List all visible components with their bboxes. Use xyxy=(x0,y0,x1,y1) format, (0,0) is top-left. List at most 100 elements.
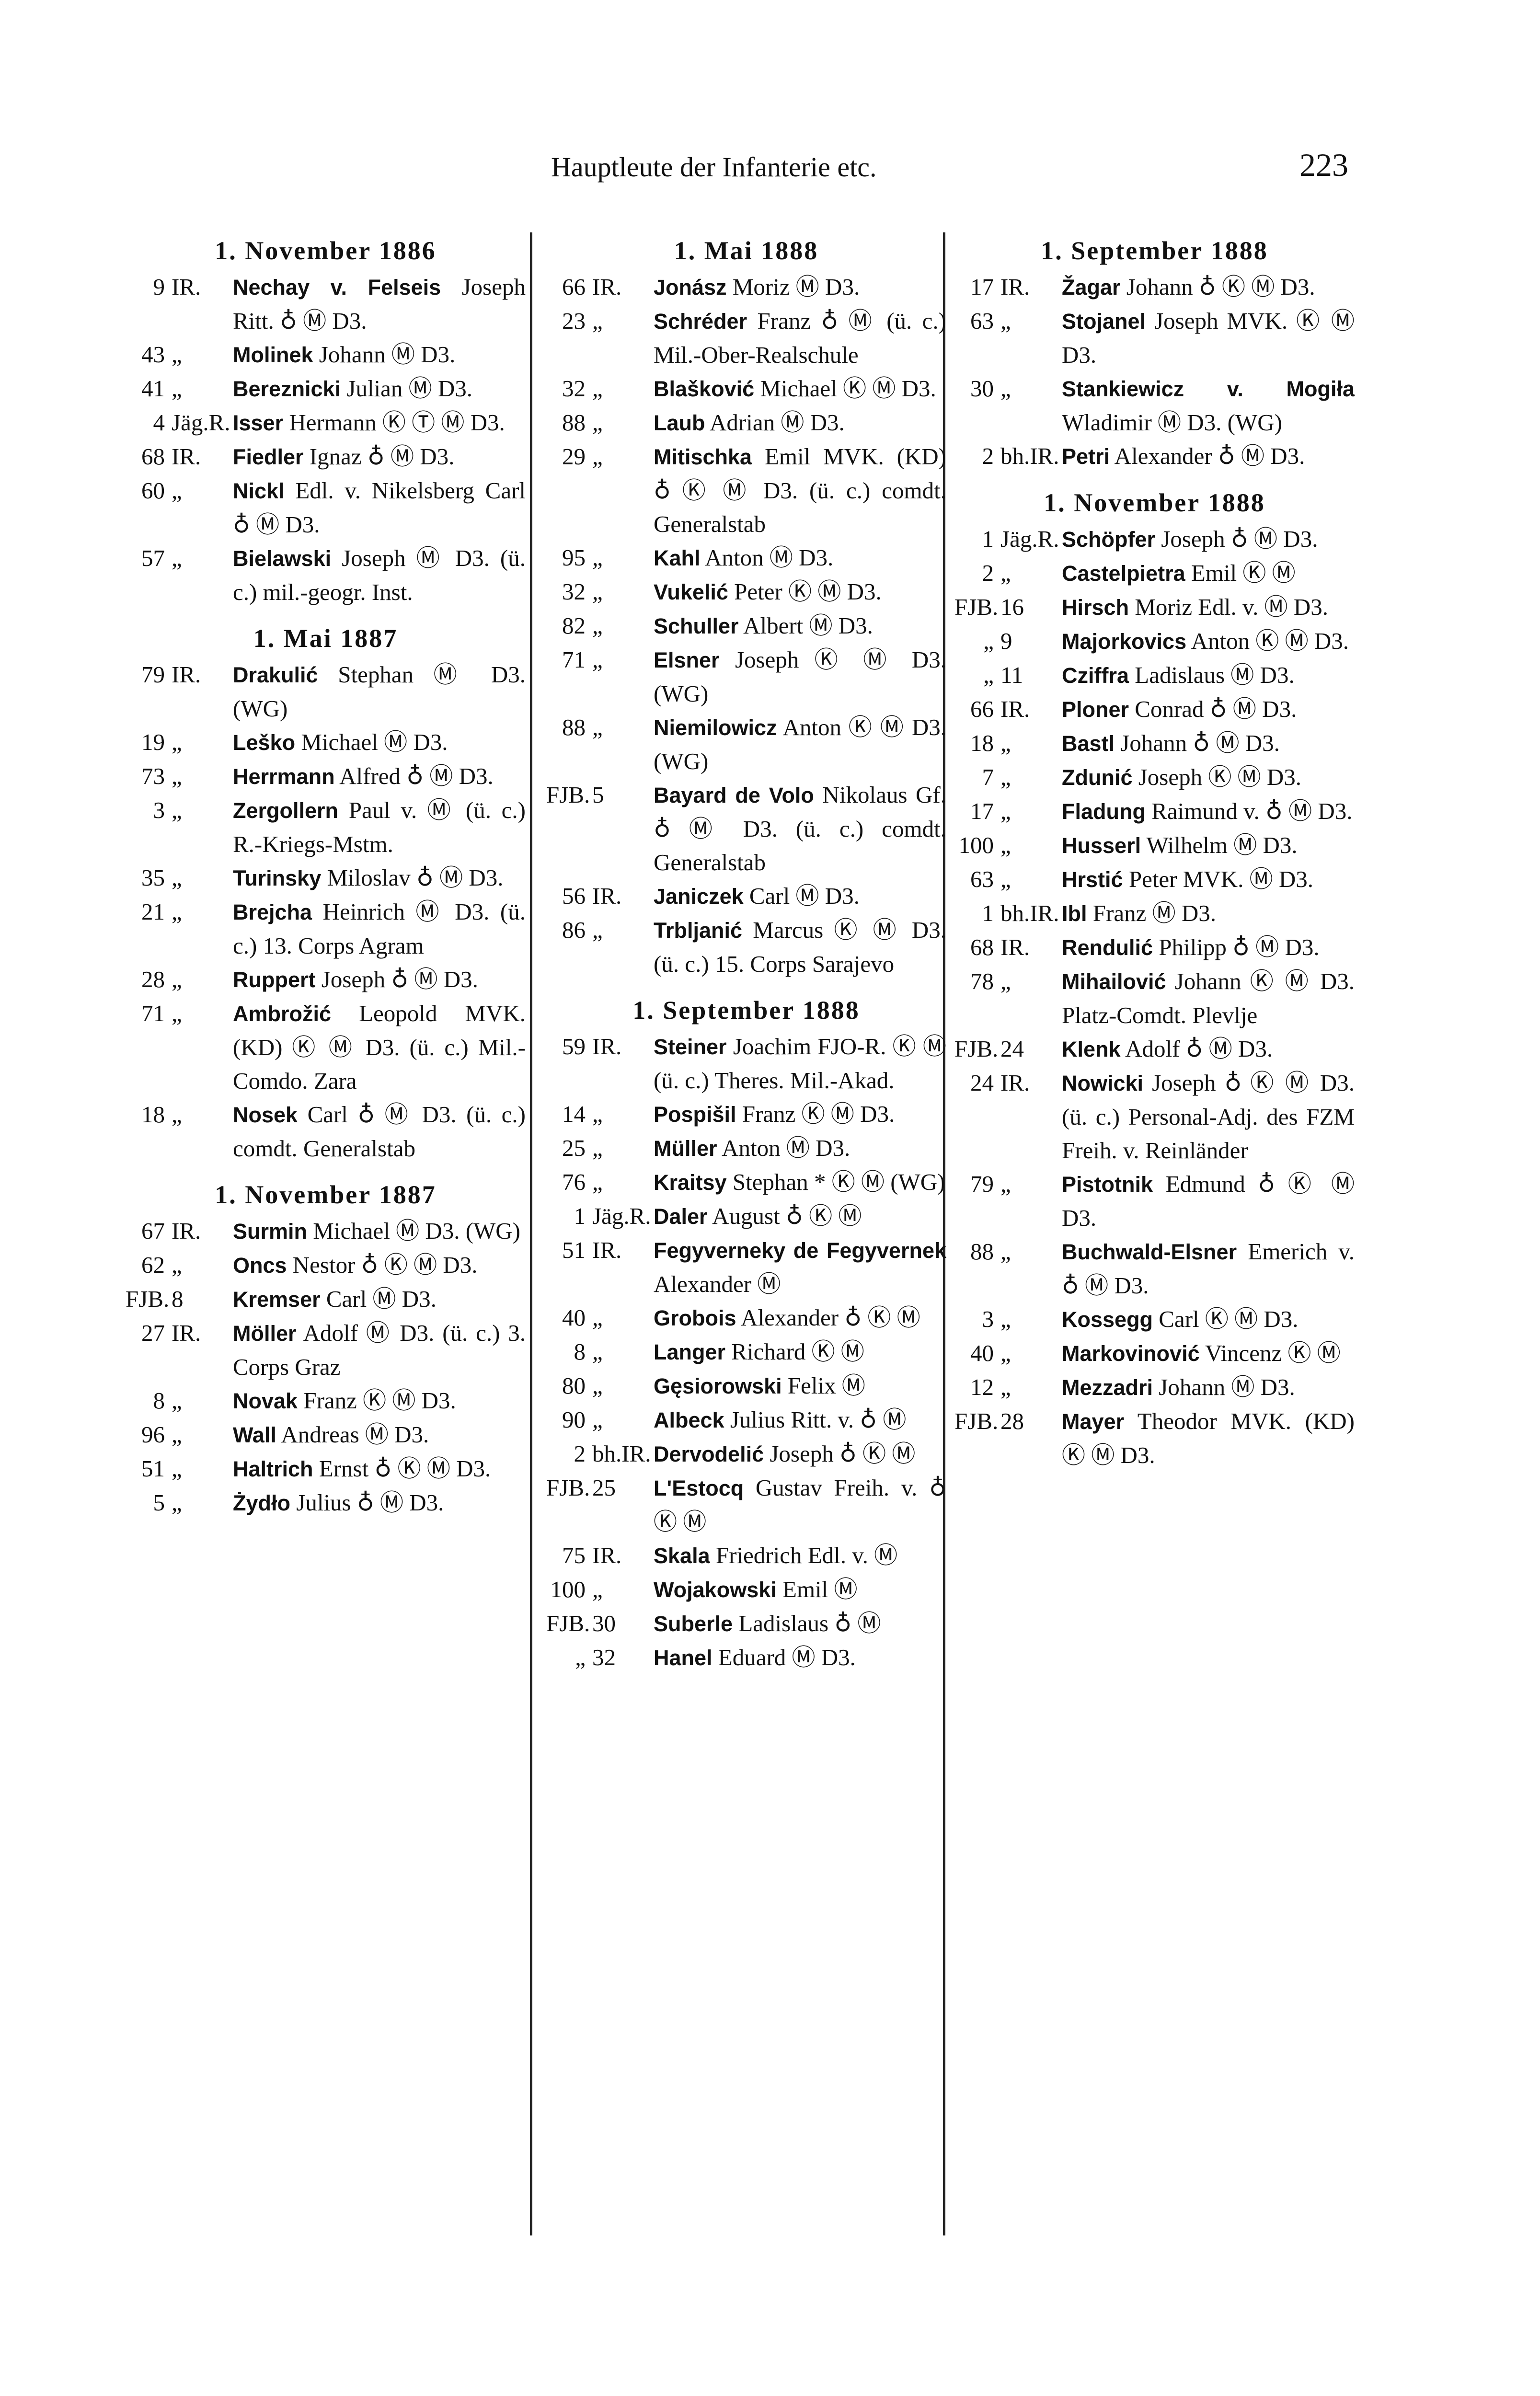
regiment-type: 11 xyxy=(1000,662,1023,688)
column-3: 1. September 1888 17 IR. Žagar Johann ♁ Ⓚ Ⓜ… xyxy=(954,235,1355,1472)
section: 1. September 1888 59 IR. Steiner Joachim FJ… xyxy=(546,994,946,1675)
regiment-number: 63 xyxy=(970,308,994,334)
list-item: 57 „ Bielawski Joseph Ⓜ D3. (ü. c.) mil.-g… xyxy=(126,541,526,609)
list-item: 79 „ Pistotnik Edmund ♁ Ⓚ Ⓜ D3. xyxy=(954,1167,1355,1235)
regiment-number: 76 xyxy=(562,1169,586,1195)
entry-details: Michael Ⓜ D3. (WG) xyxy=(313,1218,520,1244)
surname: Molinek xyxy=(233,343,313,367)
regiment-number: 3 xyxy=(153,797,165,823)
entry-details: Emil Ⓜ xyxy=(782,1576,858,1602)
entry-text: Kossegg Carl Ⓚ Ⓜ D3. xyxy=(1062,1302,1355,1336)
regiment-type: IR. xyxy=(592,1033,622,1060)
entry-text: Novak Franz Ⓚ Ⓜ D3. xyxy=(233,1384,526,1418)
entry-details: Emerich v. ♁ Ⓜ D3. xyxy=(1062,1238,1355,1299)
entry-details: Vincenz Ⓚ Ⓜ xyxy=(1205,1340,1341,1366)
regiment-number: 68 xyxy=(141,443,165,470)
surname: Albeck xyxy=(654,1408,724,1432)
entry-text: Blašković Michael Ⓚ Ⓜ D3. xyxy=(654,372,946,406)
entry-text: Dervodelić Joseph ♁ Ⓚ Ⓜ xyxy=(654,1437,946,1471)
list-item: FJB. 28 Mayer Theodor MVK. (KD) Ⓚ Ⓜ D3. xyxy=(954,1405,1355,1472)
entry-details: Johann Ⓜ D3. xyxy=(319,341,456,368)
list-item: 17 „ Fladung Raimund v. ♁ Ⓜ D3. xyxy=(954,795,1355,829)
regiment-type: Jäg.R. xyxy=(1000,526,1059,552)
regiment-type: IR. xyxy=(1000,696,1030,722)
entry-text: Trbljanić Marcus Ⓚ Ⓜ D3. (ü. c.) 15. Cor… xyxy=(654,913,946,981)
surname: Fegyverneky de Fegyvernek xyxy=(654,1238,946,1263)
entry-details: Peter Ⓚ Ⓜ D3. xyxy=(734,578,882,605)
list-item: 71 „ Elsner Joseph Ⓚ Ⓜ D3. (WG) xyxy=(546,643,946,711)
regiment-type: Jäg.R. xyxy=(172,409,230,436)
regiment-type: 5 xyxy=(592,782,604,808)
entry-details: Anton Ⓜ D3. xyxy=(722,1135,850,1161)
entry-text: Pospišil Franz Ⓚ Ⓜ D3. xyxy=(654,1097,946,1131)
regiment-number: 23 xyxy=(562,308,586,334)
regiment-number: 35 xyxy=(141,864,165,891)
entry-details: Joseph Ⓚ Ⓜ D3. xyxy=(1138,764,1302,790)
list-item: 18 „ Nosek Carl ♁ Ⓜ D3. (ü. c.) comdt. Gen… xyxy=(126,1098,526,1165)
list-item: 63 „ Hrstić Peter MVK. Ⓜ D3. xyxy=(954,863,1355,897)
entry-details: Anton Ⓜ D3. xyxy=(705,544,834,571)
surname: Dervodelić xyxy=(654,1442,764,1466)
entry-details: Michael Ⓚ Ⓜ D3. xyxy=(760,375,936,402)
list-item: 76 „ Kraitsy Stephan * Ⓚ Ⓜ (WG) xyxy=(546,1165,946,1199)
entry-details: Johann Ⓚ Ⓜ D3. Platz-Comdt. Plevlje xyxy=(1062,968,1355,1028)
regiment-type: „ xyxy=(592,308,603,334)
entry-text: Laub Adrian Ⓜ D3. xyxy=(654,406,946,440)
list-item: 88 „ Buchwald-Elsner Emerich v. ♁ Ⓜ D3. xyxy=(954,1235,1355,1302)
entry-details: Wilhelm Ⓜ D3. xyxy=(1146,832,1298,858)
surname: Jonász xyxy=(654,275,727,300)
surname: Müller xyxy=(654,1136,717,1161)
entry-text: Vukelić Peter Ⓚ Ⓜ D3. xyxy=(654,575,946,609)
regiment-type: IR. xyxy=(172,443,201,470)
regiment-number: 67 xyxy=(141,1218,165,1244)
surname: Wall xyxy=(233,1423,276,1447)
regiment-type: „ xyxy=(172,1489,182,1516)
list-item: „ 32 Hanel Eduard Ⓜ D3. xyxy=(546,1641,946,1675)
surname: Cziffra xyxy=(1062,663,1129,688)
regiment-type: „ xyxy=(592,1372,603,1399)
entry-text: Janiczek Carl Ⓜ D3. xyxy=(654,879,946,913)
list-item: 78 „ Mihailović Johann Ⓚ Ⓜ D3. Platz-Comdt… xyxy=(954,965,1355,1032)
entry-text: Castelpietra Emil Ⓚ Ⓜ xyxy=(1062,556,1355,590)
surname: Kossegg xyxy=(1062,1307,1153,1332)
regiment-number: 96 xyxy=(141,1421,165,1448)
regiment-number: 21 xyxy=(141,898,165,925)
regiment-type: 9 xyxy=(1000,628,1012,654)
regiment-number: 32 xyxy=(562,578,586,605)
list-item: 1 Jäg.R. Schöpfer Joseph ♁ Ⓜ D3. xyxy=(954,522,1355,556)
entry-text: Langer Richard Ⓚ Ⓜ xyxy=(654,1335,946,1369)
surname: Schuller xyxy=(654,614,739,638)
entry-text: Stankiewicz v. Mogiła Wladimir Ⓜ D3. (WG… xyxy=(1062,372,1355,439)
regiment-type: „ xyxy=(172,1387,182,1414)
regiment-type: „ xyxy=(1000,866,1011,892)
regiment-number: 40 xyxy=(562,1304,586,1331)
entry-details: Heinrich Ⓜ D3. (ü. c.) 13. Corps Agram xyxy=(233,898,526,959)
entry-text: Mitischka Emil MVK. (KD) ♁ Ⓚ Ⓜ D3. (ü. c… xyxy=(654,440,946,541)
regiment-number: 63 xyxy=(970,866,994,892)
regiment-type: „ xyxy=(172,1101,182,1128)
surname: Schréder xyxy=(654,309,747,334)
entry-details: Hermann Ⓚ Ⓣ Ⓜ D3. xyxy=(289,409,505,436)
entry-details: Emil Ⓚ Ⓜ xyxy=(1191,560,1296,586)
entry-details: Raimund v. ♁ Ⓜ D3. xyxy=(1151,798,1353,824)
list-item: 8 „ Novak Franz Ⓚ Ⓜ D3. xyxy=(126,1384,526,1418)
entry-details: Moriz Ⓜ D3. xyxy=(732,274,860,300)
surname: Nechay v. Felseis xyxy=(233,275,441,300)
regiment-type: „ xyxy=(172,864,182,891)
regiment-number: 19 xyxy=(141,729,165,755)
entry-text: Turinsky Miloslav ♁ Ⓜ D3. xyxy=(233,861,526,895)
entry-text: Hanel Eduard Ⓜ D3. xyxy=(654,1641,946,1675)
section-heading: 1. November 1888 xyxy=(1044,488,1265,517)
surname: Vukelić xyxy=(654,580,728,604)
entry-text: Buchwald-Elsner Emerich v. ♁ Ⓜ D3. xyxy=(1062,1235,1355,1302)
list-item: 73 „ Herrmann Alfred ♁ Ⓜ D3. xyxy=(126,760,526,794)
surname: Rendulić xyxy=(1062,935,1153,960)
surname: Hanel xyxy=(654,1646,713,1670)
entry-details: Ladislaus Ⓜ D3. xyxy=(1135,662,1295,688)
entry-text: Leško Michael Ⓜ D3. xyxy=(233,726,526,760)
regiment-number: 71 xyxy=(562,646,586,673)
regiment-type: „ xyxy=(172,1455,182,1482)
list-item: 56 IR. Janiczek Carl Ⓜ D3. xyxy=(546,879,946,913)
regiment-type: Jäg.R. xyxy=(592,1203,651,1229)
list-item: „ 9 Majorkovics Anton Ⓚ Ⓜ D3. xyxy=(954,624,1355,658)
